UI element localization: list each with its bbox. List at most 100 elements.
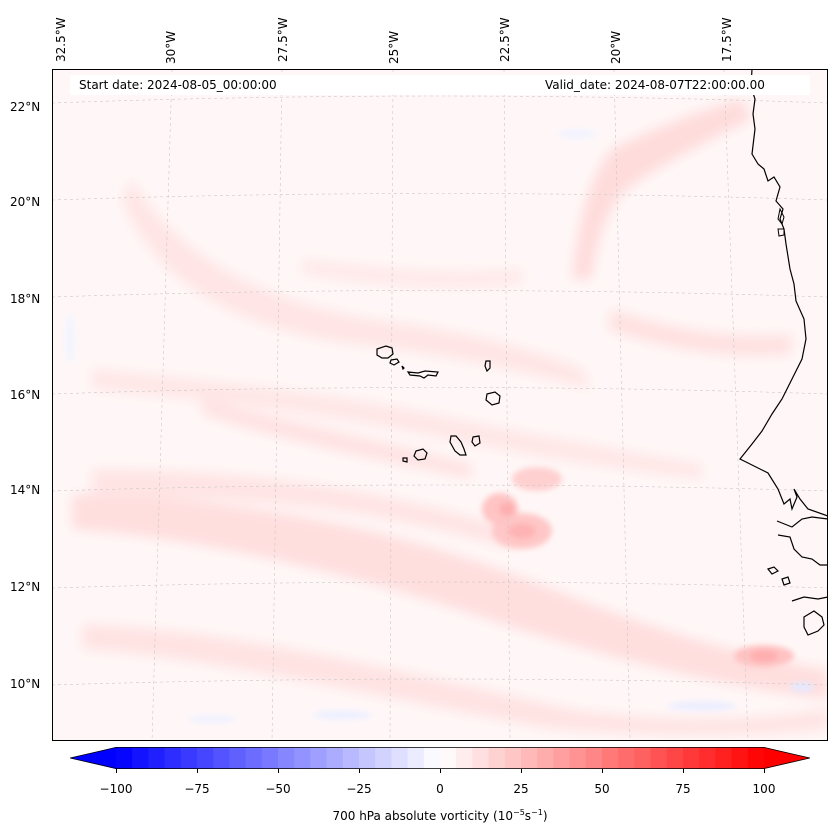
island-santa-luzia: [401, 365, 405, 371]
vorticity-band: [72, 494, 828, 699]
colorbar-cell: [618, 747, 635, 769]
info-banner-bg: [70, 75, 810, 95]
vorticity-band: [92, 369, 702, 479]
colorbar-tick-label: 0: [436, 782, 444, 796]
colorbar-cell: [326, 747, 344, 769]
island-sal: [484, 360, 491, 373]
colorbar-tick-mark: [278, 769, 279, 773]
map-frame: [52, 69, 828, 741]
african-coastline: [739, 69, 828, 636]
valid-date-label: Valid_date: 2024-08-07T22:00:00.00: [545, 78, 765, 92]
start-date-label: Start date: 2024-08-05_00:00:00: [79, 78, 277, 92]
vorticity-band: [202, 399, 472, 479]
colorbar-cell: [180, 747, 198, 769]
colorbar-cell: [634, 747, 652, 769]
colorbar-cells: [116, 747, 765, 769]
colorbar-label-exp2: −1: [531, 808, 543, 817]
colorbar-tick-label: 75: [675, 782, 691, 796]
cape-verde-islands: [376, 345, 501, 463]
colorbar-label: 700 hPa absolute vorticity (10−5s−1): [0, 808, 837, 823]
colorbar-tick-mark: [440, 769, 441, 773]
colorbar-label-suffix: ): [542, 809, 548, 823]
colorbar-cell: [440, 747, 457, 769]
colorbar-cell: [747, 747, 765, 769]
vorticity-band: [572, 99, 752, 279]
colorbar-tick-label: 50: [594, 782, 610, 796]
island-maio: [471, 435, 481, 447]
colorbar-cell: [148, 747, 166, 769]
colorbar-cell: [310, 747, 328, 769]
vorticity-maxima: [65, 129, 814, 723]
vorticity-map: [52, 69, 828, 741]
colorbar-cell: [423, 747, 441, 769]
colorbar-extend-low: [70, 747, 116, 769]
island-santiago: [449, 435, 467, 456]
colorbar-cell: [342, 747, 360, 769]
vorticity-field: [72, 99, 828, 735]
lon-label-17.5w: 17.5°W: [720, 17, 734, 62]
lon-label-30w: 30°W: [164, 30, 178, 64]
island-sao-nicolau: [406, 370, 439, 379]
vorticity-min: [790, 682, 814, 692]
coast-island-detail: [777, 207, 785, 237]
island-sao-vicente: [389, 358, 400, 366]
colorbar-cell: [715, 747, 733, 769]
vorticity-min: [312, 710, 372, 720]
colorbar-cell: [456, 747, 473, 769]
colorbar-cell: [391, 747, 409, 769]
colorbar-tick-mark: [521, 769, 522, 773]
colorbar-cell: [294, 747, 311, 769]
lat-label-22n: 22°N: [10, 100, 41, 114]
colorbar-tick-mark: [359, 769, 360, 773]
vorticity-max: [512, 467, 562, 491]
colorbar-cell: [229, 747, 247, 769]
colorbar-cell: [488, 747, 506, 769]
colorbar-tick-label: −25: [346, 782, 372, 796]
vorticity-min: [667, 701, 737, 711]
colorbar-tick-label: −50: [265, 782, 291, 796]
colorbar: [70, 747, 810, 769]
colorbar-cell: [213, 747, 230, 769]
colorbar-tick-mark: [116, 769, 117, 773]
colorbar-cell: [569, 747, 587, 769]
colorbar-cell: [666, 747, 684, 769]
lat-label-18n: 18°N: [10, 292, 41, 306]
island-boa-vista: [485, 391, 501, 406]
colorbar-label-prefix: 700 hPa absolute vorticity (10: [332, 809, 513, 823]
colorbar-tick-mark: [197, 769, 198, 773]
vorticity-band: [302, 259, 522, 288]
colorbar-cell: [650, 747, 668, 769]
colorbar-extend-high: [764, 747, 810, 769]
lat-label-14n: 14°N: [10, 483, 41, 497]
colorbar-cell: [553, 747, 571, 769]
colorbar-cell: [132, 747, 149, 769]
island-santo-antao: [376, 345, 394, 359]
vorticity-min: [557, 129, 597, 139]
colorbar-label-exp1: −5: [512, 808, 525, 817]
colorbar-cell: [375, 747, 392, 769]
vorticity-band: [607, 309, 792, 357]
vorticity-band: [122, 179, 592, 389]
vorticity-band: [92, 469, 512, 549]
colorbar-tick-label: −100: [99, 782, 133, 796]
lat-label-12n: 12°N: [10, 580, 41, 594]
lon-label-27.5w: 27.5°W: [276, 17, 290, 62]
lon-label-20w: 20°W: [609, 30, 623, 64]
colorbar-cell: [602, 747, 619, 769]
vorticity-max: [499, 502, 515, 516]
colorbar-cell: [197, 747, 214, 769]
lon-label-32.5w: 32.5°W: [54, 17, 68, 62]
map-background: [52, 69, 828, 741]
lat-label-20n: 20°N: [10, 195, 41, 209]
colorbar-cell: [116, 747, 133, 769]
lat-label-16n: 16°N: [10, 388, 41, 402]
colorbar-cell: [261, 747, 279, 769]
colorbar-label-mid: s: [524, 809, 532, 823]
colorbar-cell: [245, 747, 263, 769]
colorbar-tick-label: 100: [752, 782, 776, 796]
colorbar-cell: [278, 747, 295, 769]
vorticity-max: [508, 523, 536, 539]
vorticity-min: [65, 314, 75, 364]
colorbar-tick-mark: [683, 769, 684, 773]
lon-label-25w: 25°W: [387, 30, 401, 64]
